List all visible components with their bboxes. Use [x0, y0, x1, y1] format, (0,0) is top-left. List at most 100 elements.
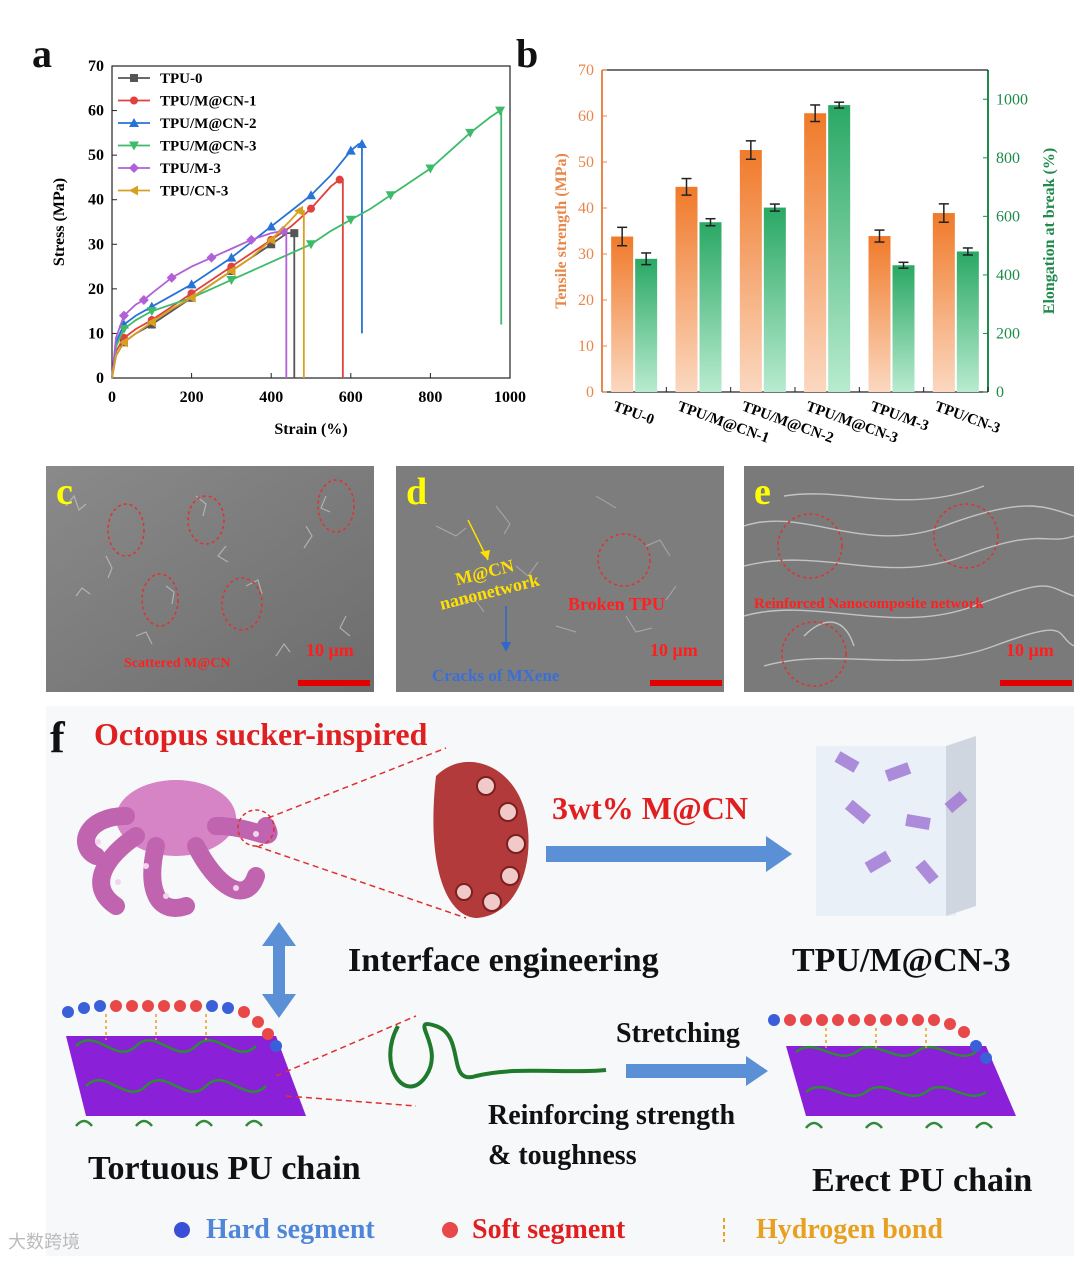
- reinforce-label-1: Reinforcing strength: [488, 1100, 736, 1131]
- legend-marker: [129, 141, 139, 151]
- scale-text-d: 10 μm: [650, 640, 698, 660]
- legend-marker: [129, 163, 139, 173]
- data-point: [118, 324, 129, 334]
- bar-strength: [804, 113, 827, 393]
- data-point: [118, 310, 129, 321]
- right-tick-label: 800: [996, 150, 1020, 167]
- zoom-line-top: [267, 747, 447, 819]
- stretch-arrow-head: [746, 1056, 768, 1086]
- scale-bar-e: [1000, 680, 1072, 686]
- zoom-line-bottom: [255, 845, 467, 919]
- data-point: [345, 215, 356, 225]
- data-point: [266, 234, 276, 245]
- bar-elongation: [635, 258, 658, 392]
- x-tick-label: 1000: [494, 389, 526, 406]
- series-line: [111, 230, 288, 379]
- data-point: [206, 252, 217, 263]
- x-tick-label: 600: [339, 389, 363, 406]
- legend-hbond-label: Hydrogen bond: [756, 1214, 943, 1245]
- left-tick-label: 30: [578, 246, 594, 263]
- data-point: [246, 234, 257, 245]
- sem-texture-d: [396, 466, 724, 692]
- left-tick-label: 10: [578, 338, 594, 355]
- data-point: [335, 175, 344, 184]
- data-point: [290, 229, 299, 238]
- panel-letter-f: f: [50, 713, 65, 762]
- left-tick-label: 50: [578, 154, 594, 171]
- chain-zoom-line-top: [275, 1015, 417, 1077]
- process-arrow-shaft: [546, 846, 766, 862]
- legend-marker: [130, 96, 138, 105]
- sem-image-e: e Reinforced Nanocomposite network 10 μm: [744, 466, 1074, 692]
- right-tick-label: 200: [996, 325, 1020, 342]
- data-point: [226, 266, 236, 277]
- left-tick-label: 40: [578, 200, 594, 217]
- data-point: [186, 292, 196, 303]
- category-label: TPU-0: [611, 399, 656, 429]
- legend-label: TPU/CN-3: [160, 184, 228, 200]
- legend-marker: [129, 185, 138, 196]
- panel-letter-d: d: [406, 471, 428, 513]
- bar-strength: [868, 236, 891, 392]
- sem-d-broken-label: Broken TPU: [568, 594, 665, 614]
- right-tick-label: 400: [996, 267, 1020, 284]
- legend-hard-marker: [174, 1222, 190, 1238]
- data-point: [465, 128, 476, 138]
- plot-frame: [111, 65, 511, 379]
- data-point: [294, 205, 304, 216]
- sem-c-label: Scattered M@CN: [124, 656, 231, 671]
- sem-image-c: c Scattered M@CN 10 μm: [46, 466, 374, 692]
- series-TPU/CN-3: [111, 205, 305, 379]
- bar-strength: [739, 150, 762, 392]
- bar-strength: [611, 236, 634, 392]
- data-point: [356, 139, 367, 148]
- x-tick-label: 800: [418, 389, 442, 406]
- category-label: TPU/CN-3: [932, 399, 1002, 437]
- legend-label: TPU/M@CN-2: [160, 116, 256, 132]
- left-tick-label: 0: [586, 384, 594, 401]
- legend-marker: [130, 74, 138, 82]
- single-pu-chain: [388, 1022, 607, 1089]
- bar-strength: [675, 186, 698, 392]
- series-line: [111, 232, 296, 379]
- x-tick-label: 400: [259, 389, 283, 406]
- data-point: [138, 295, 149, 305]
- data-point: [278, 225, 289, 236]
- data-point: [345, 145, 356, 155]
- bar-elongation: [956, 251, 979, 392]
- sem-image-d: d M@CN nanonetwork Broken TPU Cracks of …: [396, 466, 724, 692]
- y-tick-label: 0: [96, 370, 104, 387]
- octopus-illustration: [77, 780, 278, 917]
- sem-e-label: Reinforced Nanocomposite network: [754, 596, 984, 612]
- y-tick-label: 50: [88, 147, 104, 164]
- scale-text-c: 10 μm: [306, 640, 354, 660]
- data-point: [306, 240, 316, 250]
- stress-strain-chart: 0 200 400 600 800 1000 0 10 20 30 40 50 60 70 Strain (…: [51, 58, 526, 438]
- y-axis-label: Stress (MPa): [51, 178, 68, 266]
- right-tick-label: 600: [996, 208, 1020, 225]
- composite-label: TPU/M@CN-3: [792, 942, 1011, 979]
- series-TPU-0: [111, 229, 299, 379]
- panel-letter-c: c: [56, 471, 73, 513]
- stretch-arrow-shaft: [626, 1064, 746, 1078]
- series-TPU/M@CN-2: [111, 139, 367, 379]
- right-tick-label: 0: [996, 384, 1004, 401]
- erect-label: Erect PU chain: [812, 1162, 1033, 1199]
- legend-soft-marker: [442, 1222, 458, 1238]
- panel-letter-a: a: [32, 31, 52, 76]
- data-point: [425, 164, 436, 174]
- composite-cube: [816, 736, 976, 916]
- left-axis-label: Tensile strength (MPa): [553, 153, 570, 309]
- y-tick-label: 10: [88, 325, 104, 342]
- left-tick-label: 60: [578, 108, 594, 125]
- data-point: [146, 317, 156, 328]
- data-point: [385, 191, 396, 201]
- legend-label: TPU-0: [160, 71, 203, 87]
- panel-letter-e: e: [754, 471, 771, 513]
- bar-elongation: [828, 105, 851, 393]
- legend-soft-label: Soft segment: [472, 1214, 626, 1245]
- panel-letter-b: b: [516, 31, 539, 76]
- data-point: [118, 337, 128, 348]
- series-TPU/M@CN-3: [111, 106, 506, 379]
- watermark-text: 大数跨境: [8, 1232, 80, 1253]
